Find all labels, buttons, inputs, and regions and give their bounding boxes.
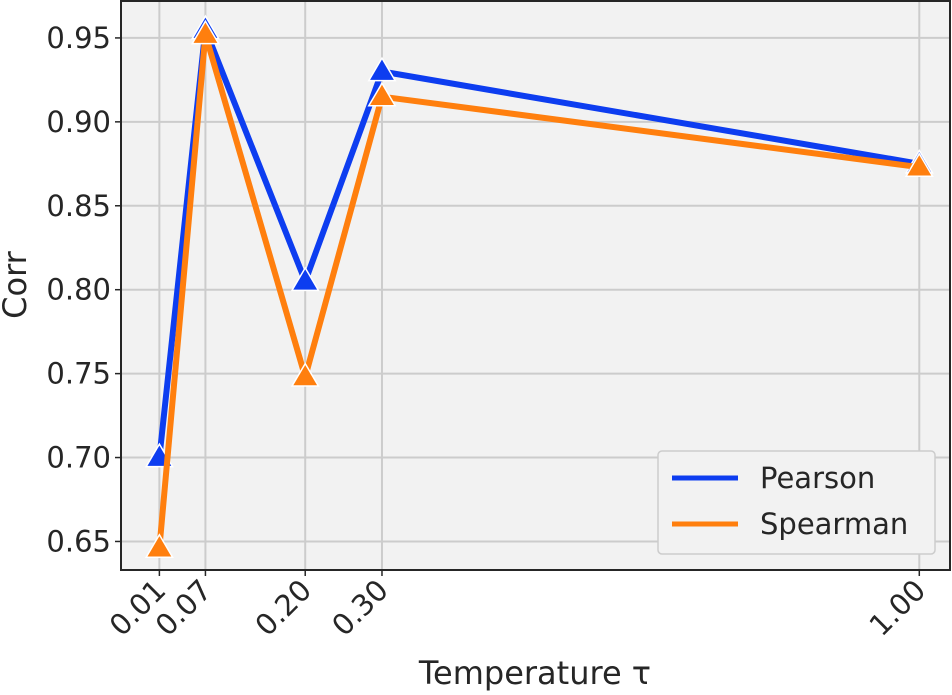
data-point-spearman	[904, 152, 934, 177]
y-tick-label: 0.70	[46, 441, 111, 475]
legend-label-pearson: Pearson	[760, 461, 875, 495]
x-axis-label: Temperature τ	[418, 654, 651, 692]
y-tick-label: 0.80	[46, 273, 111, 307]
data-point-spearman	[190, 19, 220, 45]
x-tick-label: 0.20	[248, 573, 318, 643]
series-layer	[144, 14, 934, 559]
y-axis-label: Corr	[0, 250, 34, 319]
legend-label-spearman: Spearman	[760, 507, 908, 541]
y-tick-label: 0.75	[46, 357, 111, 391]
data-point-pearson	[290, 266, 320, 292]
plot-frame	[120, 0, 951, 571]
data-point-spearman	[144, 533, 174, 559]
x-tick-label: 0.30	[325, 573, 395, 643]
data-point-spearman	[367, 81, 397, 107]
data-point-spearman	[290, 362, 320, 387]
legend: Pearson Spearman	[657, 450, 936, 555]
x-tick-label: 0.07	[149, 573, 219, 643]
y-tick-labels: 0.65 0.70 0.75 0.80 0.85 0.90 0.95	[46, 21, 121, 558]
y-tick-label: 0.95	[46, 21, 111, 55]
x-tick-label: 1.00	[863, 573, 933, 643]
x-tick-labels: 0.010.07 0.20 0.30 1.00	[103, 570, 933, 643]
data-point-pearson	[367, 56, 397, 82]
y-tick-label: 0.65	[46, 524, 111, 558]
y-tick-label: 0.85	[46, 189, 111, 223]
series-spearman	[144, 19, 934, 559]
y-tick-label: 0.90	[46, 105, 111, 139]
